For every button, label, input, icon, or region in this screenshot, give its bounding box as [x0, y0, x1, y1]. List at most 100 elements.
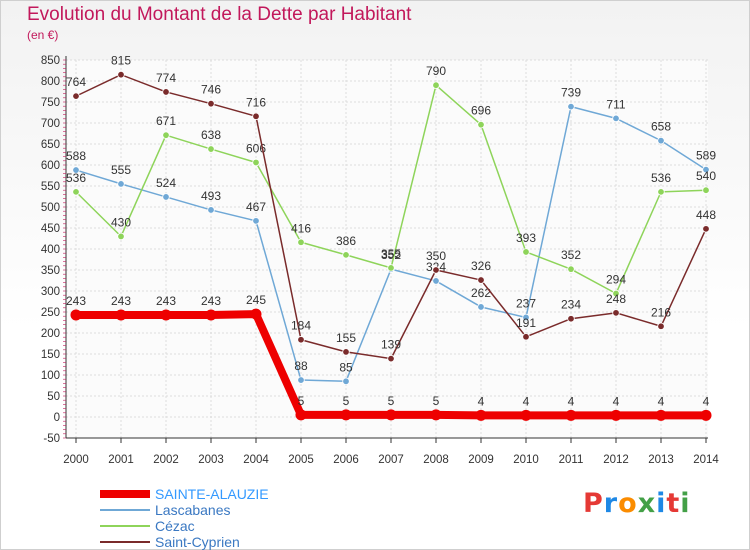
data-label-cezac: 696: [471, 104, 491, 118]
data-label-sainte-alauzie: 4: [613, 394, 620, 408]
data-label-sainte-alauzie: 5: [298, 394, 305, 408]
data-point-lascabanes: [72, 166, 80, 174]
data-label-saint-cyprien: 448: [696, 208, 716, 222]
y-tick-label: 800: [41, 76, 60, 88]
data-label-sainte-alauzie: 4: [523, 394, 530, 408]
y-tick-label: 150: [41, 349, 60, 361]
data-point-sainte-alauzie: [430, 409, 442, 421]
data-label-sainte-alauzie: 4: [478, 394, 485, 408]
data-label-cezac: 430: [111, 215, 131, 229]
data-point-saint-cyprien: [702, 225, 710, 233]
data-label-cezac: 638: [201, 128, 221, 142]
data-point-sainte-alauzie: [115, 309, 127, 321]
data-point-lascabanes: [522, 313, 530, 322]
data-label-lascabanes: 85: [339, 360, 353, 374]
data-point-lascabanes: [342, 377, 350, 385]
data-point-saint-cyprien: [207, 99, 215, 108]
data-point-saint-cyprien: [567, 315, 575, 323]
x-tick-label: 2010: [513, 454, 539, 466]
y-tick-label: 600: [41, 160, 60, 172]
data-label-saint-cyprien: 191: [516, 316, 536, 330]
data-point-cezac: [207, 145, 215, 153]
y-tick-label: 500: [41, 202, 60, 214]
logo-letter: i: [680, 488, 691, 519]
data-label-sainte-alauzie: 245: [246, 293, 266, 307]
y-tick-label: 700: [41, 118, 60, 130]
data-point-saint-cyprien: [387, 354, 395, 363]
proxiti-logo: Proxiti: [583, 488, 691, 519]
data-point-lascabanes: [567, 102, 575, 111]
data-label-sainte-alauzie: 4: [658, 394, 665, 408]
data-point-cezac: [432, 81, 440, 89]
logo-letter: i: [656, 488, 667, 519]
data-point-lascabanes: [207, 206, 215, 214]
data-label-saint-cyprien: 350: [426, 249, 446, 263]
logo-letter: x: [637, 488, 657, 519]
data-point-cezac: [297, 238, 305, 246]
y-tick-label: 0: [54, 412, 60, 424]
chart-title: Evolution du Montant de la Dette par Hab…: [27, 4, 412, 25]
legend-label: SAINTE-ALAUZIE: [155, 486, 269, 502]
data-label-cezac: 540: [696, 169, 716, 183]
data-label-saint-cyprien: 764: [66, 75, 86, 89]
x-tick-label: 2006: [333, 454, 359, 466]
y-tick-label: 300: [41, 286, 60, 298]
data-label-sainte-alauzie: 243: [66, 294, 86, 308]
data-label-saint-cyprien: 234: [561, 298, 581, 312]
data-label-lascabanes: 589: [696, 149, 716, 163]
x-tick-label: 2011: [559, 454, 584, 466]
data-label-lascabanes: 588: [66, 149, 86, 163]
data-point-lascabanes: [477, 303, 485, 311]
data-point-saint-cyprien: [162, 88, 170, 96]
data-label-lascabanes: 352: [381, 248, 401, 262]
legend-label: Cézac: [155, 518, 195, 534]
data-point-saint-cyprien: [117, 70, 125, 79]
data-label-lascabanes: 237: [516, 296, 536, 310]
data-point-lascabanes: [702, 165, 710, 174]
x-tick-label: 2005: [288, 454, 314, 466]
x-tick-label: 2004: [243, 454, 269, 466]
y-tick-label: 100: [41, 370, 60, 382]
data-point-lascabanes: [162, 193, 170, 201]
y-tick-label: 400: [41, 244, 60, 256]
x-tick-label: 2002: [153, 454, 179, 466]
data-point-sainte-alauzie: [295, 409, 307, 421]
data-point-sainte-alauzie: [520, 409, 532, 421]
data-point-saint-cyprien: [657, 322, 665, 330]
data-label-saint-cyprien: 326: [471, 259, 491, 273]
data-point-sainte-alauzie: [340, 409, 352, 421]
data-label-saint-cyprien: 716: [246, 95, 266, 109]
legend-swatch: [100, 525, 150, 527]
data-label-cezac: 393: [516, 231, 536, 245]
x-tick-label: 2013: [648, 454, 674, 466]
legend-swatch: [100, 509, 150, 511]
data-label-saint-cyprien: 216: [651, 305, 671, 319]
data-label-cezac: 352: [561, 248, 581, 262]
x-tick-label: 2009: [468, 454, 494, 466]
data-point-saint-cyprien: [297, 336, 305, 344]
data-point-cezac: [252, 158, 260, 167]
y-tick-label: 50: [47, 391, 60, 403]
data-label-saint-cyprien: 155: [336, 331, 356, 345]
data-label-saint-cyprien: 774: [156, 71, 176, 85]
data-point-cezac: [342, 251, 350, 259]
data-point-lascabanes: [657, 136, 665, 145]
data-label-saint-cyprien: 746: [201, 83, 221, 97]
data-label-lascabanes: 711: [606, 97, 625, 111]
data-label-cezac: 671: [156, 114, 176, 128]
data-label-saint-cyprien: 248: [606, 292, 626, 306]
data-point-sainte-alauzie: [70, 309, 82, 321]
data-label-cezac: 536: [651, 171, 671, 185]
data-label-lascabanes: 658: [651, 120, 671, 134]
data-point-saint-cyprien: [342, 348, 350, 356]
y-tick-label: 550: [41, 181, 60, 193]
data-point-sainte-alauzie: [250, 308, 262, 320]
data-point-lascabanes: [297, 376, 305, 384]
y-tick-label: 750: [41, 97, 60, 109]
data-label-cezac: 386: [336, 234, 356, 248]
data-point-cezac: [702, 186, 710, 194]
data-point-saint-cyprien: [72, 92, 80, 100]
data-point-cezac: [162, 131, 170, 139]
data-point-sainte-alauzie: [205, 309, 217, 321]
